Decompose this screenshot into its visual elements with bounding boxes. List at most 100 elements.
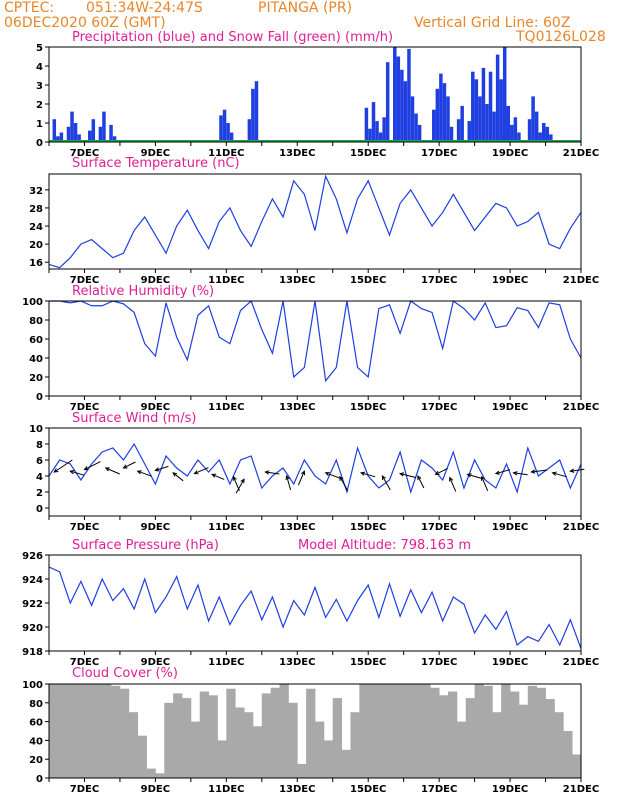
header-org: CPTEC: <box>4 0 55 16</box>
x-tick-label: 17DEC <box>421 657 457 668</box>
precip-bar <box>449 126 454 142</box>
cloud-bar <box>155 773 165 778</box>
precip-bar <box>414 113 418 142</box>
precip-bar <box>393 47 397 142</box>
x-tick-label: 21DEC <box>563 522 599 533</box>
cloud-bar <box>146 768 156 778</box>
wind-arrow <box>481 476 489 491</box>
cloud-bar <box>288 702 298 778</box>
wind-arrow-head <box>399 472 405 477</box>
wind-arrow <box>211 473 225 480</box>
precip-bar <box>549 134 553 142</box>
y-tick-label: 100 <box>22 680 43 691</box>
cloud-bar <box>279 684 289 778</box>
cloud-bar <box>270 687 280 778</box>
cloud-bar <box>217 740 227 778</box>
wind-arrow <box>123 461 136 469</box>
wind-arrow-head <box>324 471 330 477</box>
x-tick-label: 21DEC <box>563 402 599 413</box>
precip-bar <box>410 96 415 142</box>
precip-bar <box>364 107 369 142</box>
y-tick-label: 24 <box>29 222 43 233</box>
series-line <box>48 566 582 649</box>
precip-bar <box>396 56 401 142</box>
precip-bar <box>375 121 379 142</box>
cloud-bar <box>75 684 85 778</box>
precip-bar <box>403 81 408 142</box>
precip-bar <box>371 102 376 142</box>
precip-bar <box>219 115 223 142</box>
precip-bar <box>439 73 443 142</box>
x-tick-label: 19DEC <box>492 522 528 533</box>
cloud-bar <box>199 691 209 778</box>
wind-arrow-head <box>232 475 237 481</box>
wind-arrow <box>399 473 417 479</box>
precip-bar <box>506 105 511 142</box>
cloud-bar <box>421 684 431 778</box>
wind-arrow <box>360 472 376 478</box>
wind-arrow <box>467 473 482 479</box>
y-tick-label: 100 <box>22 297 43 308</box>
wind-arrow-head <box>136 470 142 475</box>
precip-bar <box>102 111 106 142</box>
cloud-bar <box>226 688 236 778</box>
precip-bar <box>66 126 71 142</box>
plot-frame <box>48 300 582 397</box>
wind-arrow <box>417 475 425 489</box>
y-tick-label: 0 <box>36 504 43 515</box>
plot-frame <box>48 46 582 143</box>
x-tick-label: 21DEC <box>563 148 599 159</box>
x-tick-label: 13DEC <box>279 275 315 286</box>
series-line <box>48 442 582 495</box>
precip-bar <box>446 96 450 142</box>
x-tick-label: 9DEC <box>141 148 170 159</box>
humidity-panel: Relative Humidity (%) 0 20 40 60 80 100 7DEC 9DE… <box>22 284 599 413</box>
y-tick-label: 20 <box>29 755 43 766</box>
x-tick-label: 19DEC <box>492 275 528 286</box>
wind-arrow <box>449 477 457 492</box>
y-tick-label: 60 <box>29 335 43 346</box>
wind-arrow-head <box>83 466 89 471</box>
x-tick-label: 15DEC <box>350 657 386 668</box>
precip-bar <box>251 88 255 142</box>
precip-bar <box>485 104 489 142</box>
x-tick-label: 13DEC <box>279 148 315 159</box>
x-tick-label: 13DEC <box>279 784 315 795</box>
precipitation-panel: Precipitation (blue) and Snow Fall (gree… <box>36 30 599 159</box>
wind-arrow-head <box>466 473 472 478</box>
x-tick-label: 11DEC <box>208 402 244 413</box>
x-tick-label: 19DEC <box>492 784 528 795</box>
wind-arrow-head <box>301 470 306 476</box>
cloud-bar <box>474 684 484 778</box>
precip-bar <box>481 67 486 142</box>
precip-bar <box>442 83 447 142</box>
x-tick-label: 15DEC <box>350 148 386 159</box>
precip-bar <box>527 119 532 142</box>
precip-bar <box>471 71 475 142</box>
header-vgrid: Vertical Grid Line: 60Z <box>414 15 571 31</box>
x-tick-label: 17DEC <box>421 275 457 286</box>
wind-arrow <box>286 475 292 491</box>
pressure-panel: Surface Pressure (hPa) Model Altitude: 79… <box>22 538 599 668</box>
precip-bar <box>435 88 440 142</box>
precip-bar <box>52 119 57 142</box>
y-tick-label: 926 <box>22 551 43 562</box>
wind-arrow-head <box>417 474 422 481</box>
cloud-bar <box>137 735 147 778</box>
cloud-bar <box>510 691 520 778</box>
cloud-bar <box>208 695 218 778</box>
y-tick-label: 5 <box>36 43 43 54</box>
y-tick-label: 60 <box>29 718 43 729</box>
wind-arrow-head <box>193 470 199 475</box>
x-tick-label: 13DEC <box>279 522 315 533</box>
plot-frame <box>48 173 582 270</box>
wind-arrow-head <box>530 469 536 474</box>
x-tick-label: 17DEC <box>421 522 457 533</box>
cloud-bar <box>84 684 94 778</box>
precip-bar <box>467 121 472 142</box>
precip-bar <box>226 123 230 142</box>
precip-bar <box>400 69 404 142</box>
y-tick-label: 40 <box>29 354 43 365</box>
cloud-bar <box>536 687 546 778</box>
cloud-bar <box>190 721 201 778</box>
